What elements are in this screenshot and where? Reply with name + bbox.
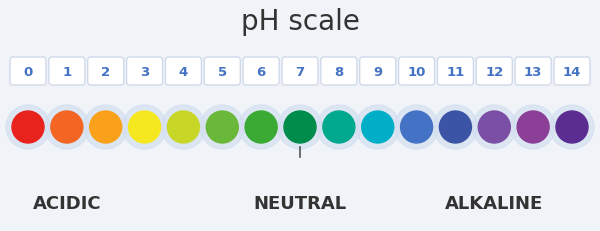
FancyBboxPatch shape: [49, 58, 85, 86]
FancyBboxPatch shape: [398, 58, 434, 86]
Circle shape: [84, 106, 128, 149]
Circle shape: [90, 112, 122, 143]
Circle shape: [439, 112, 472, 143]
Text: 2: 2: [101, 65, 110, 78]
Circle shape: [323, 112, 355, 143]
Circle shape: [278, 106, 322, 149]
FancyBboxPatch shape: [204, 58, 240, 86]
Text: 1: 1: [62, 65, 71, 78]
Circle shape: [45, 106, 89, 149]
Text: NEUTRAL: NEUTRAL: [253, 194, 347, 212]
FancyBboxPatch shape: [554, 58, 590, 86]
Circle shape: [478, 112, 510, 143]
FancyBboxPatch shape: [515, 58, 551, 86]
Circle shape: [556, 112, 588, 143]
Text: 14: 14: [563, 65, 581, 78]
Circle shape: [122, 106, 167, 149]
Text: 10: 10: [407, 65, 426, 78]
Circle shape: [472, 106, 516, 149]
FancyBboxPatch shape: [88, 58, 124, 86]
Text: ALKALINE: ALKALINE: [445, 194, 544, 212]
Circle shape: [550, 106, 594, 149]
Circle shape: [167, 112, 199, 143]
Circle shape: [284, 112, 316, 143]
Circle shape: [401, 112, 433, 143]
Text: ACIDIC: ACIDIC: [32, 194, 101, 212]
Circle shape: [245, 112, 277, 143]
FancyBboxPatch shape: [437, 58, 473, 86]
FancyBboxPatch shape: [321, 58, 357, 86]
Text: 4: 4: [179, 65, 188, 78]
Circle shape: [511, 106, 555, 149]
Text: 6: 6: [257, 65, 266, 78]
Text: 5: 5: [218, 65, 227, 78]
Text: 3: 3: [140, 65, 149, 78]
Circle shape: [6, 106, 50, 149]
Circle shape: [356, 106, 400, 149]
FancyBboxPatch shape: [282, 58, 318, 86]
Text: 8: 8: [334, 65, 343, 78]
Circle shape: [395, 106, 439, 149]
Circle shape: [200, 106, 244, 149]
Circle shape: [51, 112, 83, 143]
Circle shape: [317, 106, 361, 149]
Text: 11: 11: [446, 65, 464, 78]
Circle shape: [128, 112, 161, 143]
Circle shape: [517, 112, 549, 143]
Circle shape: [206, 112, 238, 143]
FancyBboxPatch shape: [166, 58, 202, 86]
Text: 9: 9: [373, 65, 382, 78]
Circle shape: [12, 112, 44, 143]
Circle shape: [362, 112, 394, 143]
FancyBboxPatch shape: [243, 58, 279, 86]
FancyBboxPatch shape: [10, 58, 46, 86]
Text: 13: 13: [524, 65, 542, 78]
FancyBboxPatch shape: [476, 58, 512, 86]
Circle shape: [239, 106, 283, 149]
Circle shape: [161, 106, 205, 149]
Text: pH scale: pH scale: [241, 8, 359, 36]
Text: 12: 12: [485, 65, 503, 78]
Text: 0: 0: [23, 65, 32, 78]
FancyBboxPatch shape: [127, 58, 163, 86]
FancyBboxPatch shape: [360, 58, 396, 86]
Text: 7: 7: [295, 65, 305, 78]
Circle shape: [433, 106, 478, 149]
